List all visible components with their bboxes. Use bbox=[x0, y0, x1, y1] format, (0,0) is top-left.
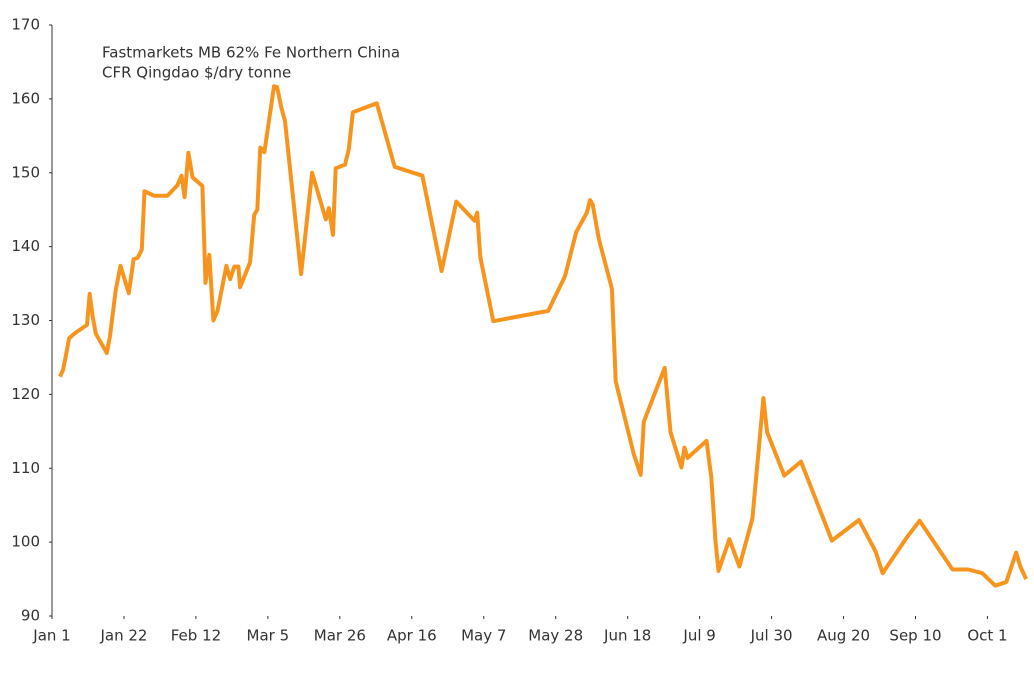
x-tick-label: Feb 12 bbox=[171, 627, 221, 645]
x-tick-label: Mar 26 bbox=[314, 627, 366, 645]
y-tick-label: 90 bbox=[21, 607, 40, 625]
x-tick-label: Aug 20 bbox=[817, 627, 870, 645]
x-tick-label: Jul 9 bbox=[682, 627, 715, 645]
x-tick-label: Oct 1 bbox=[967, 627, 1007, 645]
y-tick-label: 110 bbox=[11, 459, 40, 477]
x-tick-label: Apr 16 bbox=[387, 627, 437, 645]
x-tick-label: Jun 18 bbox=[603, 627, 651, 645]
y-tick-label: 120 bbox=[11, 385, 40, 403]
annotation: CFR Qingdao $/dry tonne bbox=[102, 64, 291, 82]
x-tick-label: Mar 5 bbox=[247, 627, 290, 645]
line bbox=[58, 84, 1029, 588]
y-tick-label: 160 bbox=[11, 89, 40, 107]
y-tick-label: 100 bbox=[11, 533, 40, 551]
y-tick-label: 170 bbox=[11, 16, 40, 34]
x-tick-label: Jul 30 bbox=[750, 627, 793, 645]
x-tick-label: Jan 1 bbox=[32, 627, 70, 645]
x-tick-label: Sep 10 bbox=[889, 627, 941, 645]
x-tick-label: May 28 bbox=[528, 627, 583, 645]
y-tick-label: 140 bbox=[11, 237, 40, 255]
x-tick-label: Jan 22 bbox=[99, 627, 147, 645]
annotation: Fastmarkets MB 62% Fe Northern China bbox=[102, 44, 400, 62]
y-tick-label: 130 bbox=[11, 311, 40, 329]
x-tick-label: May 7 bbox=[461, 627, 506, 645]
y-tick-label: 150 bbox=[11, 163, 40, 181]
